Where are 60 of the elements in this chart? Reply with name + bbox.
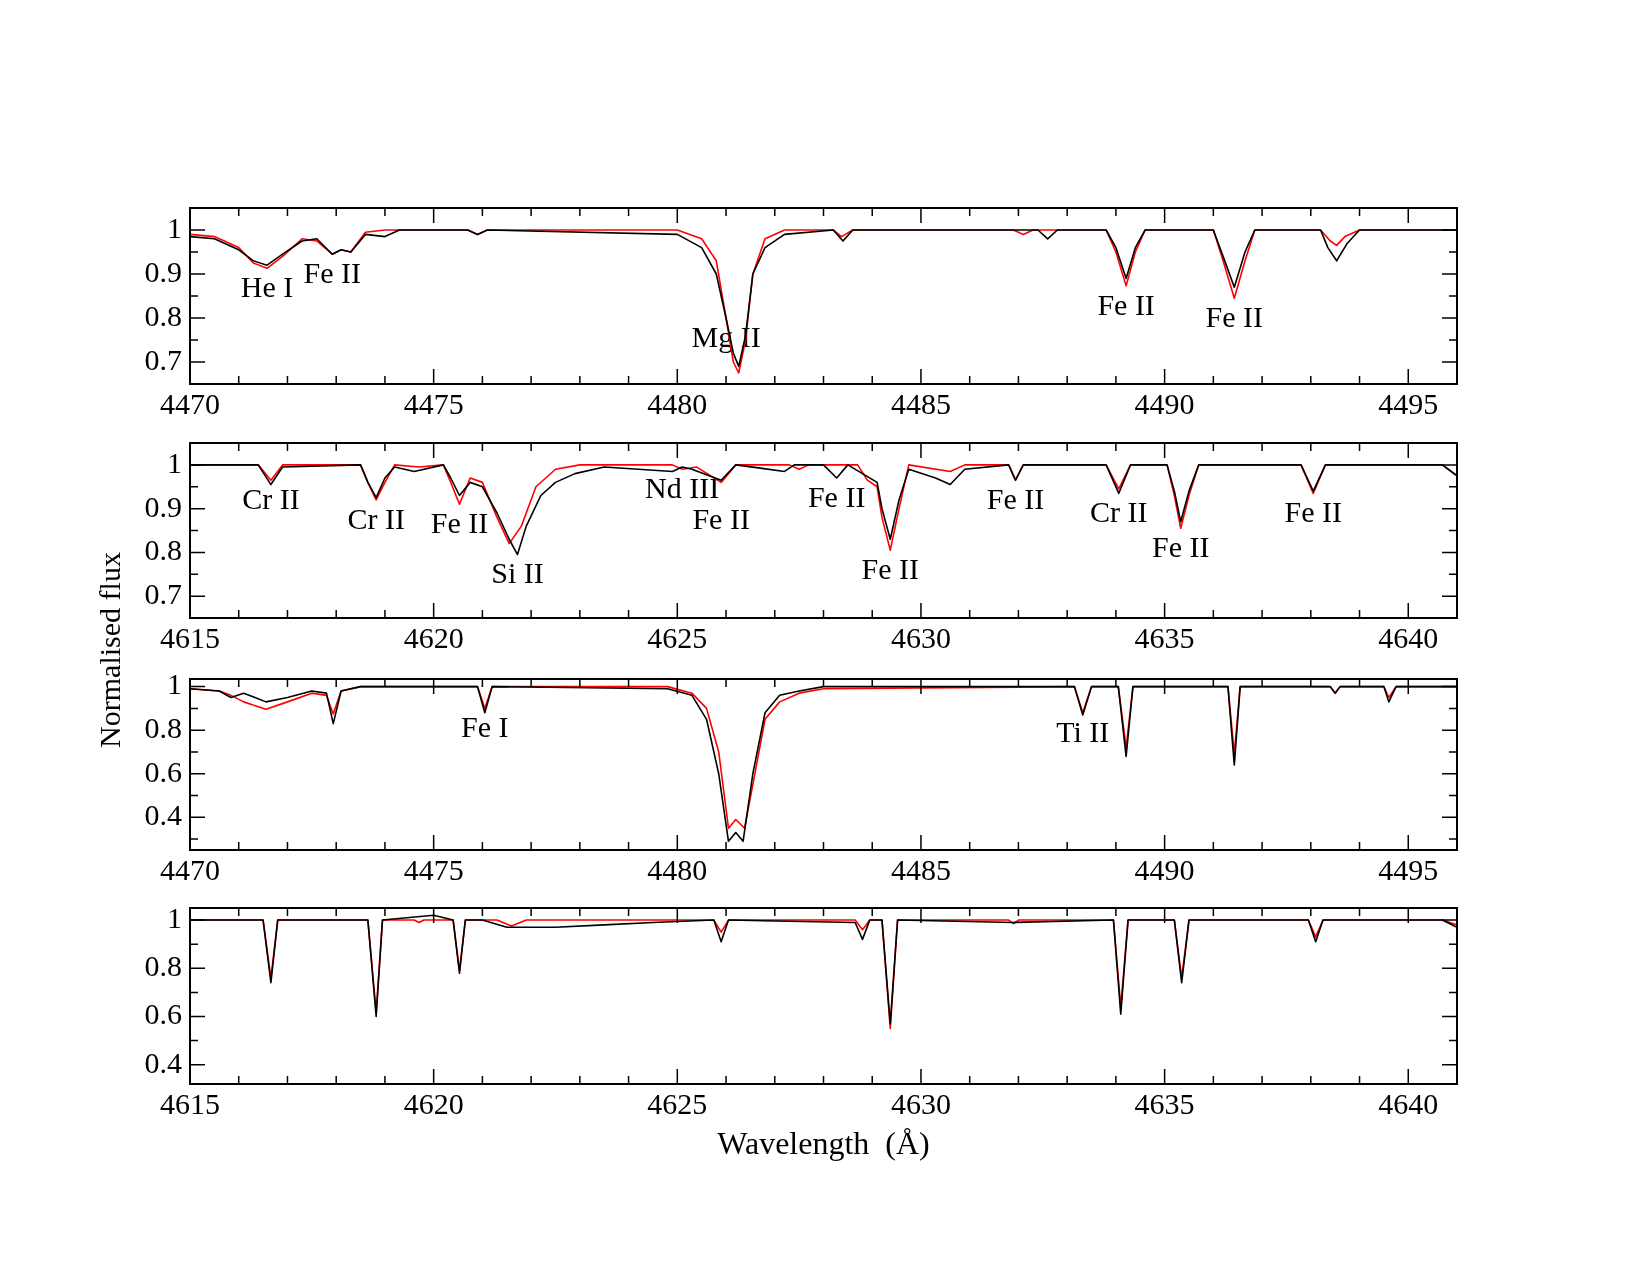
x-tick-label: 4625	[647, 620, 708, 654]
x-tick-label: 4485	[890, 386, 951, 420]
x-tick-label: 4630	[890, 1086, 951, 1120]
y-tick-label: 0.8	[144, 949, 182, 983]
x-tick-label: 4625	[647, 1086, 708, 1120]
x-tick-label: 4635	[1134, 620, 1195, 654]
x-tick-label: 4640	[1378, 1086, 1439, 1120]
x-tick-label: 4635	[1134, 1086, 1195, 1120]
y-tick-label: 0.8	[144, 298, 182, 332]
y-tick-label: 0.4	[144, 1045, 182, 1079]
y-tick-label: 1	[167, 900, 182, 934]
x-tick-label: 4480	[647, 386, 708, 420]
y-tick-label: 0.8	[144, 533, 182, 567]
y-tick-label: 0.7	[144, 342, 182, 376]
y-tick-label: 0.9	[144, 489, 182, 523]
x-tick-label: 4620	[403, 620, 464, 654]
annotation: Nd III	[645, 471, 720, 505]
annotation: Cr II	[1090, 495, 1148, 529]
annotation: Cr II	[347, 501, 405, 535]
y-axis-title: Normalised flux	[92, 551, 127, 748]
annotation: Fe II	[1151, 530, 1210, 564]
y-tick-label: 0.7	[144, 577, 182, 610]
x-tick-label: 4470	[160, 386, 220, 420]
x-tick-label: 4490	[1134, 852, 1195, 886]
x-tick-label: 4480	[647, 852, 708, 886]
y-tick-label: 0.8	[144, 711, 182, 745]
annotation: Fe II	[861, 552, 919, 586]
x-axis-title: Wavelength (Å)	[717, 1125, 930, 1162]
y-tick-label: 1	[167, 445, 182, 479]
annotation: Si II	[491, 556, 544, 590]
x-tick-label: 4470	[160, 852, 220, 886]
annotation: Fe I	[461, 710, 509, 744]
x-tick-label: 4475	[403, 852, 464, 886]
x-tick-label: 4490	[1134, 386, 1195, 420]
y-tick-label: 0.4	[144, 798, 182, 832]
x-tick-label: 4620	[403, 1086, 464, 1120]
x-tick-label: 4495	[1378, 386, 1439, 420]
annotation: He I	[240, 270, 294, 304]
x-tick-label: 4495	[1378, 852, 1439, 886]
annotation: Fe II	[303, 256, 362, 290]
annotation: Ti II	[1056, 714, 1110, 748]
y-tick-label: 0.6	[144, 754, 182, 788]
annotation: Fe II	[692, 502, 750, 536]
y-tick-label: 1	[167, 667, 182, 701]
annotation: Fe II	[430, 506, 489, 540]
x-tick-label: 4615	[160, 1086, 220, 1120]
annotation: Fe II	[1284, 495, 1342, 529]
x-tick-label: 4485	[890, 852, 951, 886]
y-tick-label: 0.6	[144, 997, 182, 1031]
annotation: Fe II	[1097, 287, 1155, 321]
x-tick-label: 4475	[403, 386, 464, 420]
y-tick-label: 1	[167, 210, 182, 244]
x-tick-label: 4615	[160, 620, 220, 654]
annotation: Fe II	[807, 479, 866, 513]
x-tick-label: 4640	[1378, 620, 1439, 654]
annotation: Fe II	[1205, 300, 1264, 334]
annotation: Fe II	[986, 482, 1045, 516]
y-tick-label: 0.9	[144, 254, 182, 288]
x-tick-label: 4630	[890, 620, 951, 654]
annotation: Cr II	[242, 482, 300, 516]
